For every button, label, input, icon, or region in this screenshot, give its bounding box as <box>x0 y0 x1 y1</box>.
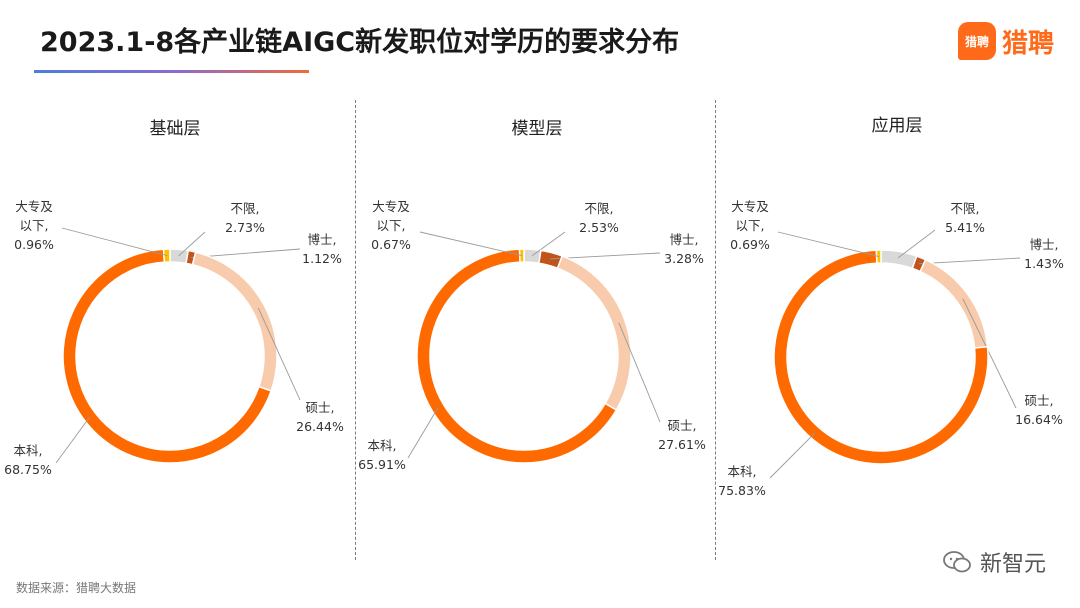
panel-divider-2 <box>715 100 716 560</box>
panel-app-leader-0 <box>897 229 936 259</box>
panel-model-leader-3 <box>407 407 439 459</box>
panel-app-slice-0 <box>880 249 918 270</box>
panel-title-app: 应用层 <box>871 116 923 136</box>
panel-app-slice-2 <box>919 258 989 349</box>
title-underline <box>34 70 309 73</box>
panel-title-model: 模型层 <box>511 119 563 139</box>
panel-base-slice-0 <box>169 248 190 265</box>
panel-app-label-0: 不限, 5.41% <box>945 201 985 235</box>
panel-model-label-1: 博士, 3.28% <box>664 232 704 266</box>
panel-divider-1 <box>355 100 356 560</box>
liepin-logo: 猎聘 猎聘 <box>957 22 1054 60</box>
panel-base-leader-4 <box>61 227 168 256</box>
data-source: 数据来源：猎聘大数据 <box>16 581 137 595</box>
watermark: 新智元 <box>942 546 1046 578</box>
panel-model-leader-4 <box>419 231 522 256</box>
panel-model-slice-2 <box>556 255 632 412</box>
panel-app-leader-4 <box>777 231 879 257</box>
panel-base-label-0: 不限, 2.73% <box>225 201 265 235</box>
watermark-text: 新智元 <box>979 552 1046 577</box>
panel-model-leader-2 <box>618 322 661 423</box>
panel-app-leader-1 <box>918 257 1021 265</box>
panel-model-label-4: 大专及以下, 0.67% <box>371 199 411 252</box>
panel-base-leader-0 <box>178 231 206 257</box>
panel-app-label-1: 博士, 1.43% <box>1024 237 1064 271</box>
panel-app-leader-2 <box>962 298 1017 409</box>
panel-model-leader-0 <box>531 231 566 257</box>
panel-base-label-2: 硕士, 26.44% <box>296 400 344 434</box>
panel-app-leader-3 <box>769 432 816 479</box>
panel-model-label-2: 硕士, 27.61% <box>658 418 706 452</box>
chart-title: 2023.1-8各产业链AIGC新发职位对学历的要求分布 <box>40 27 680 58</box>
panel-title-base: 基础层 <box>149 119 201 139</box>
panel-base-label-3: 本科, 68.75% <box>4 443 52 477</box>
panel-app-label-4: 大专及以下, 0.69% <box>730 199 770 252</box>
panel-base-leader-3 <box>55 416 91 464</box>
logo-mark-icon: 猎聘 <box>957 22 996 60</box>
panel-model-label-0: 不限, 2.53% <box>579 201 619 235</box>
panel-base-label-4: 大专及以下, 0.96% <box>14 199 54 252</box>
wechat-icon <box>943 551 971 573</box>
panel-app-label-2: 硕士, 16.64% <box>1015 393 1063 427</box>
logo-text: 猎聘 <box>1001 28 1054 59</box>
panel-base-leader-2 <box>257 307 301 401</box>
panel-app-label-3: 本科, 75.83% <box>718 464 766 498</box>
panel-base-label-1: 博士, 1.12% <box>302 232 342 266</box>
panel-model-label-3: 本科, 65.91% <box>358 438 406 472</box>
